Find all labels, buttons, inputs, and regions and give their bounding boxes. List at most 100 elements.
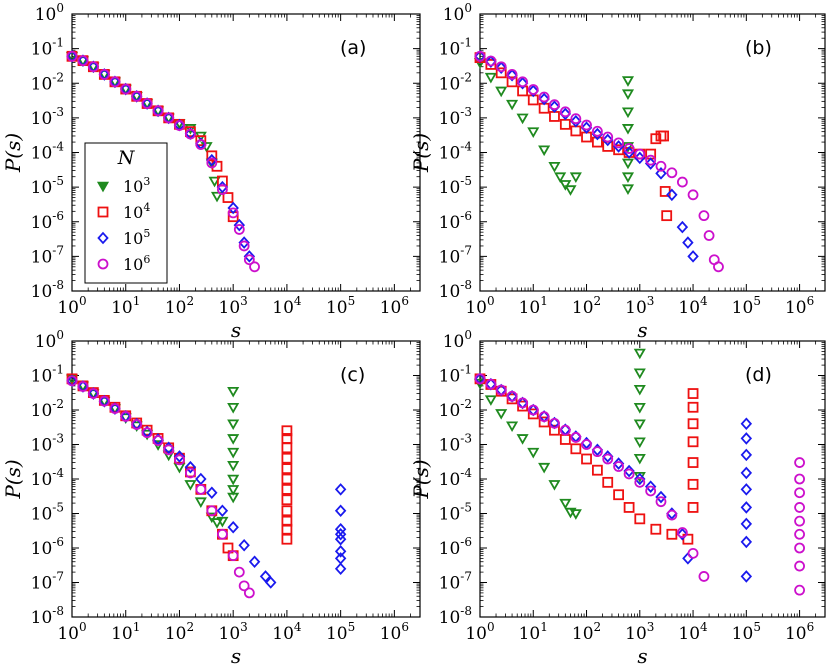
y-tick-exp: -5	[460, 501, 472, 515]
legend-entry-label: 106	[123, 253, 150, 274]
data-point	[517, 400, 528, 412]
data-point	[602, 476, 614, 488]
data-point	[495, 67, 507, 79]
x-tick-base: 10	[785, 624, 807, 644]
y-tick-exp: -3	[52, 105, 64, 119]
panel-label: (c)	[340, 364, 365, 386]
data-point	[538, 145, 551, 157]
data-point	[666, 528, 678, 540]
data-point	[687, 457, 699, 468]
data-point	[98, 69, 110, 80]
y-tick-exp: -7	[52, 570, 64, 584]
data-point	[666, 509, 678, 521]
y-tick-exp: 0	[56, 1, 64, 15]
y-tick-label: 10-2	[439, 397, 472, 421]
data-point	[698, 571, 710, 582]
data-point	[592, 446, 603, 458]
data-point	[548, 480, 561, 491]
y-tick-label: 10-5	[31, 174, 64, 198]
x-tick-label: 104	[678, 620, 708, 644]
y-tick-base: 10	[439, 40, 461, 60]
series-N-10e6	[474, 373, 805, 596]
x-tick-exp: 1	[133, 620, 141, 634]
x-tick-base: 10	[625, 298, 647, 318]
x-tick-base: 10	[57, 624, 79, 644]
x-tick-label: 104	[678, 294, 708, 318]
y-tick-label: 10-7	[439, 243, 472, 267]
data-point	[162, 113, 175, 125]
data-point	[206, 505, 218, 517]
legend-entry-label: 104	[123, 201, 150, 222]
data-point	[666, 188, 678, 202]
data-point	[613, 137, 624, 149]
data-point	[538, 91, 550, 103]
x-tick-base: 10	[219, 624, 241, 644]
data-point	[634, 472, 646, 486]
x-tick-base: 10	[732, 624, 754, 644]
data-point	[623, 464, 635, 478]
data-point	[233, 218, 246, 232]
x-tick-exp: 5	[753, 620, 761, 634]
data-point	[233, 224, 245, 235]
data-point	[281, 452, 293, 464]
data-point	[740, 466, 753, 480]
data-point	[548, 162, 561, 173]
y-tick-base: 10	[35, 5, 57, 25]
x-tick-base: 10	[111, 298, 133, 318]
data-point	[527, 127, 540, 138]
legend-entry-label: 103	[123, 175, 150, 196]
x-tick-base: 10	[165, 624, 187, 644]
y-tick-base: 10	[31, 574, 53, 594]
data-point	[141, 427, 153, 439]
y-tick-base: 10	[31, 247, 53, 267]
plot-frame	[479, 13, 826, 292]
data-point	[163, 444, 175, 456]
y-tick-base: 10	[439, 74, 461, 94]
y-tick-label: 10-8	[31, 278, 64, 302]
data-point	[184, 124, 197, 135]
x-tick-exp: 5	[753, 294, 761, 308]
data-point	[591, 127, 604, 141]
data-point	[495, 384, 507, 396]
legend-entry-base: 10	[123, 229, 143, 248]
data-point	[238, 236, 250, 249]
data-point	[281, 523, 293, 535]
y-tick-label: 10-4	[31, 466, 65, 490]
y-tick-label: 100	[443, 328, 472, 352]
data-point	[141, 99, 154, 110]
data-point	[195, 139, 207, 150]
data-point	[194, 497, 207, 509]
y-tick-label: 10-4	[31, 140, 65, 164]
data-point	[740, 535, 753, 549]
data-point	[281, 483, 293, 495]
data-point	[633, 437, 646, 449]
data-point	[554, 172, 567, 184]
x-tick-label: 105	[326, 294, 355, 318]
data-point	[549, 424, 560, 436]
x-tick-label: 106	[380, 294, 409, 318]
data-point	[517, 76, 528, 88]
data-point	[633, 368, 646, 380]
x-tick-label: 100	[57, 620, 86, 644]
data-point	[227, 550, 239, 562]
y-tick-exp: -6	[52, 209, 64, 223]
y-tick-label: 10-5	[439, 174, 472, 198]
data-point	[621, 124, 635, 135]
x-tick-label: 106	[785, 294, 814, 318]
data-point	[334, 483, 347, 496]
data-point	[621, 184, 635, 196]
y-tick-exp: -5	[460, 174, 472, 188]
x-tick-label: 101	[519, 620, 548, 644]
panel-label: (a)	[340, 37, 366, 59]
data-point	[205, 512, 218, 524]
series-N-10e6	[66, 375, 255, 599]
legend-marker	[97, 206, 109, 218]
data-point	[77, 55, 89, 67]
data-point	[495, 86, 508, 98]
y-tick-base: 10	[439, 470, 461, 490]
data-point	[794, 457, 805, 468]
y-tick-base: 10	[439, 247, 461, 267]
data-point	[206, 486, 218, 500]
data-point	[687, 250, 699, 263]
data-point	[474, 50, 486, 62]
